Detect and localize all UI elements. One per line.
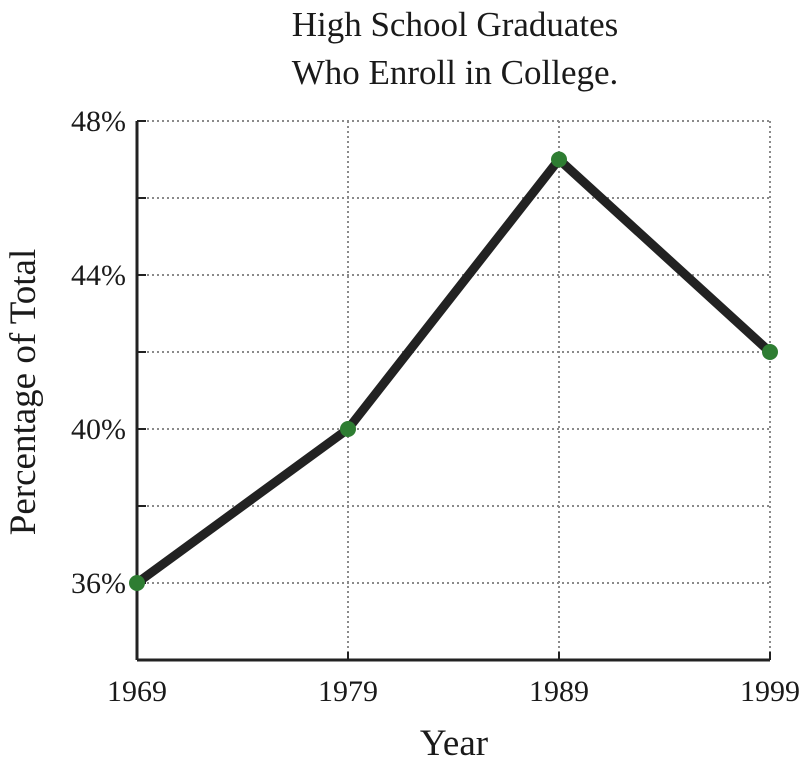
x-tick-label: 1989	[529, 675, 589, 708]
data-point	[129, 575, 145, 591]
y-tick-label: 48%	[71, 105, 126, 138]
chart-title: High School Graduates Who Enroll in Coll…	[292, 5, 619, 92]
x-axis-ticks: 1969 1979 1989 1999	[107, 652, 800, 708]
x-axis-title: Year	[420, 723, 488, 764]
data-point	[551, 151, 567, 168]
chart-title-line-2: Who Enroll in College.	[292, 53, 619, 92]
y-axis-title: Percentage of Total	[3, 249, 44, 535]
y-tick-label: 40%	[71, 413, 126, 446]
x-tick-label: 1969	[107, 675, 167, 708]
axes	[135, 121, 770, 662]
data-point	[762, 344, 778, 360]
series-line	[134, 152, 774, 587]
y-tick-label: 44%	[71, 259, 126, 292]
series	[129, 151, 778, 591]
x-tick-label: 1979	[318, 675, 378, 708]
y-tick-label: 36%	[71, 567, 126, 600]
grid	[137, 120, 771, 660]
x-tick-label: 1999	[740, 675, 800, 708]
chart-title-line-1: High School Graduates	[292, 5, 619, 44]
data-point	[340, 421, 356, 437]
y-axis-ticks: 36% 40% 44% 48%	[71, 105, 146, 600]
